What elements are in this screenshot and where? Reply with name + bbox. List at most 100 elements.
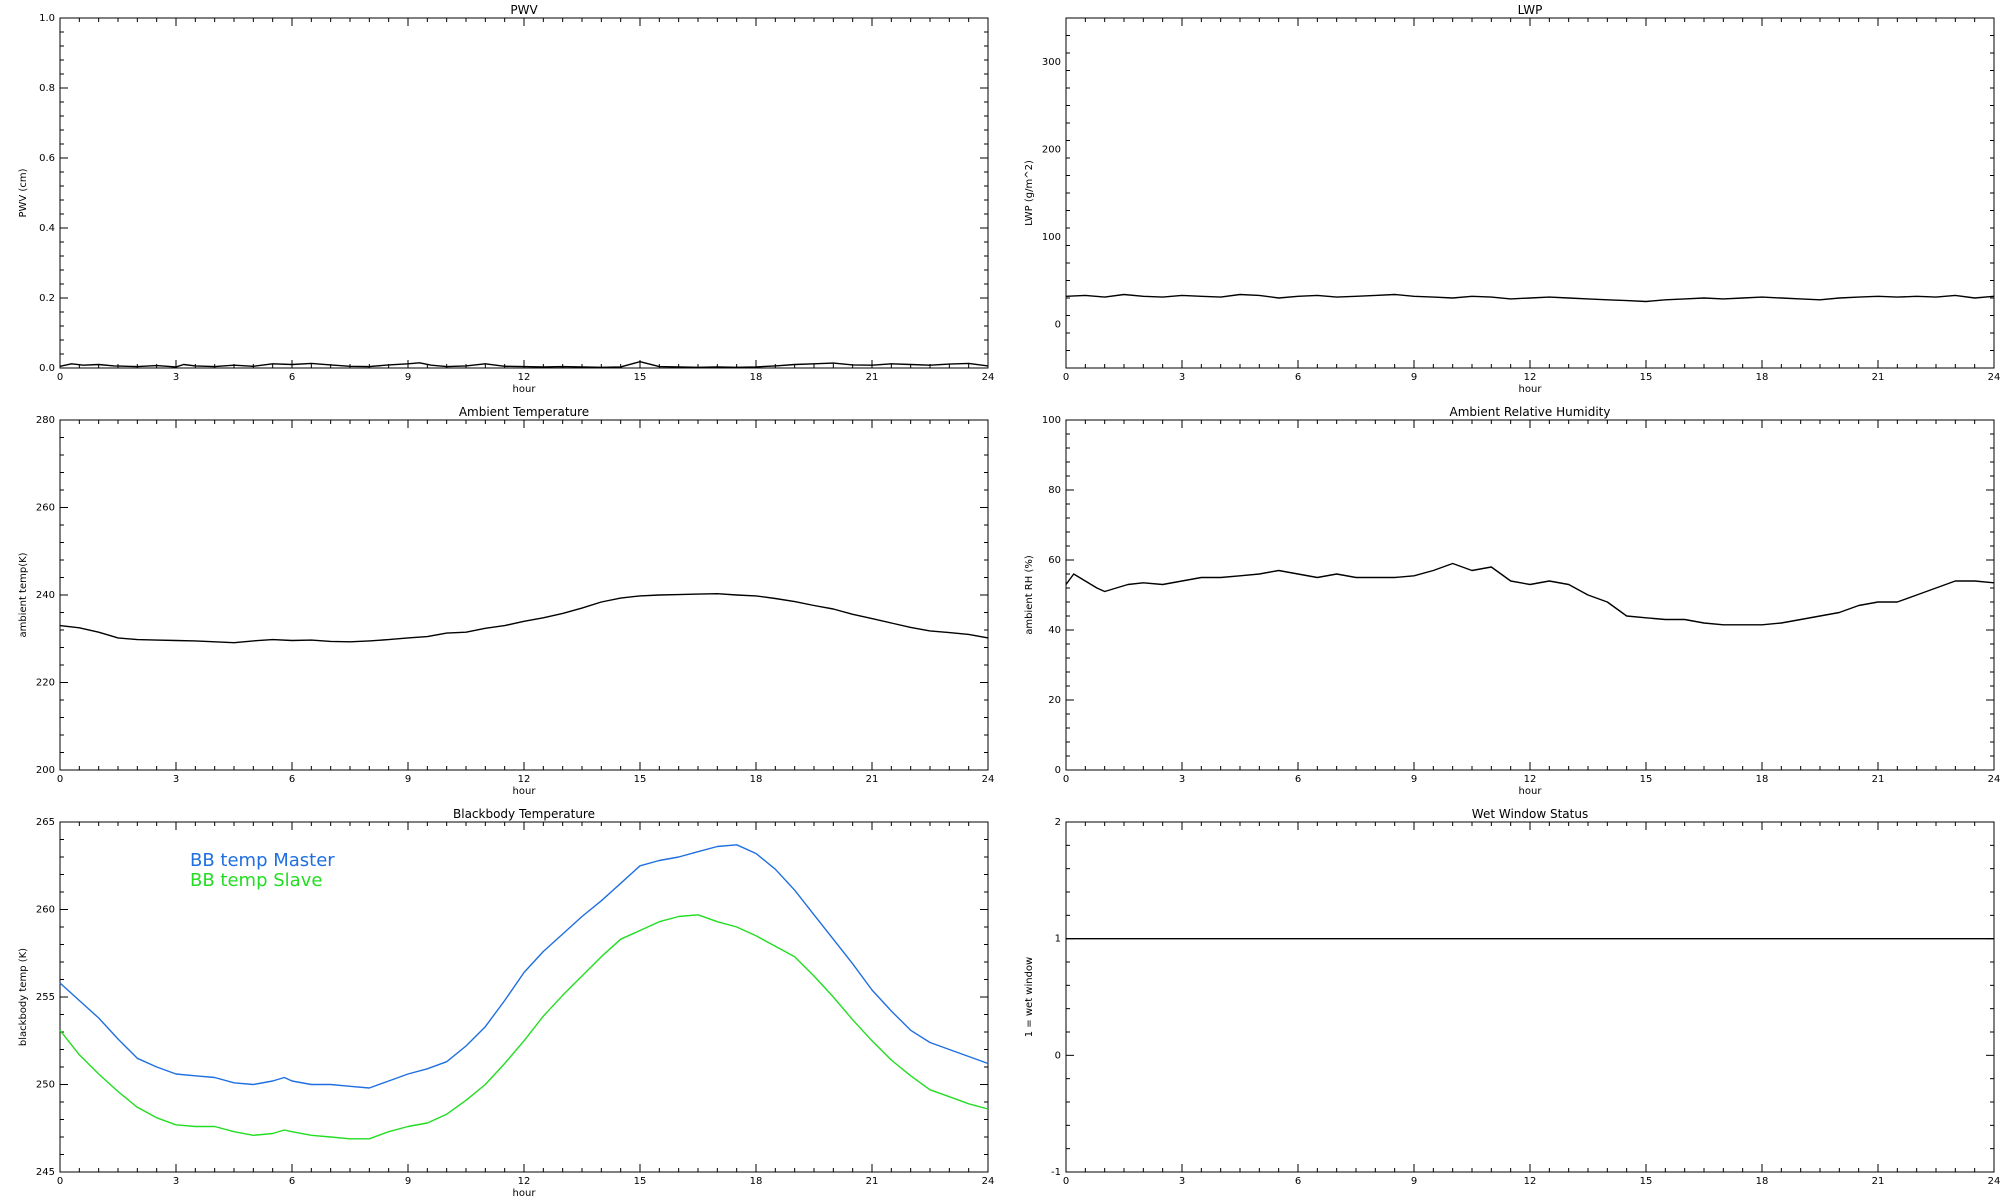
series-line-0 [59, 593, 989, 644]
x-tick-label: 18 [1756, 372, 1769, 383]
x-tick-label: 21 [866, 1176, 879, 1187]
series-line-1 [59, 914, 989, 1140]
x-tick-label: 6 [1295, 774, 1301, 785]
y-tick-label: 245 [36, 1167, 55, 1178]
x-tick-label: 3 [173, 1176, 179, 1187]
y-tick-label: 100 [1042, 232, 1061, 243]
plot-frame [1065, 17, 1995, 369]
y-tick-label: 240 [36, 590, 55, 601]
x-axis-label: hour [1519, 384, 1543, 395]
x-tick-label: 9 [1411, 1176, 1417, 1187]
chart-title: LWP [1518, 3, 1543, 17]
x-tick-label: 21 [866, 372, 879, 383]
x-tick-label: 6 [289, 774, 295, 785]
chart-title: Blackbody Temperature [453, 807, 595, 821]
y-tick-label: 0 [1055, 765, 1061, 776]
chart-title: PWV [510, 3, 538, 17]
x-tick-label: 0 [57, 1176, 63, 1187]
x-tick-label: 15 [634, 1176, 647, 1187]
x-tick-label: 15 [634, 774, 647, 785]
y-tick-label: 0.6 [39, 153, 55, 164]
chart-panel: PWV 0 3 6 9 12 15 18 21 24 hour 0.0 0.2 0.4 0.6 0.8 1.0 P… [18, 3, 994, 395]
y-tick-label: 260 [36, 503, 55, 514]
x-tick-label: 18 [1756, 1176, 1769, 1187]
x-tick-label: 9 [1411, 774, 1417, 785]
series-line-0 [1065, 293, 1995, 303]
y-tick-label: 200 [1042, 144, 1061, 155]
chart-panel: LWP 0 3 6 9 12 15 18 21 24 hour 0 100 200 300 LWP (g/m^… [1024, 3, 2000, 395]
y-tick-label: 265 [36, 817, 55, 828]
y-tick-label: 255 [36, 992, 55, 1003]
y-tick-label: 0.4 [39, 223, 55, 234]
x-tick-label: 15 [634, 372, 647, 383]
y-tick-label: 0.8 [39, 83, 55, 94]
x-tick-label: 6 [1295, 1176, 1301, 1187]
y-tick-label: 0.0 [39, 363, 55, 374]
x-tick-label: 9 [405, 774, 411, 785]
x-tick-label: 3 [1179, 372, 1185, 383]
x-tick-label: 6 [1295, 372, 1301, 383]
chart-title: Wet Window Status [1472, 807, 1588, 821]
y-axis-label: 1 = wet window [1024, 957, 1035, 1037]
plot-frame [1065, 821, 1995, 1173]
x-tick-label: 21 [1872, 1176, 1885, 1187]
x-tick-label: 18 [750, 372, 763, 383]
x-tick-label: 24 [1988, 1176, 2000, 1187]
plot-frame [59, 17, 989, 369]
x-tick-label: 12 [1524, 1176, 1537, 1187]
y-tick-label: 1 [1055, 934, 1061, 945]
y-tick-label: 1.0 [39, 13, 55, 24]
x-tick-label: 6 [289, 1176, 295, 1187]
y-tick-label: 220 [36, 678, 55, 689]
y-tick-label: 0.2 [39, 293, 55, 304]
x-tick-label: 0 [1063, 372, 1069, 383]
y-tick-label: 300 [1042, 57, 1061, 68]
x-tick-label: 0 [57, 774, 63, 785]
x-tick-label: 12 [518, 372, 531, 383]
y-tick-label: 2 [1055, 817, 1061, 828]
x-tick-label: 12 [1524, 774, 1537, 785]
y-tick-label: 80 [1048, 485, 1061, 496]
chart-title: Ambient Relative Humidity [1450, 405, 1611, 419]
chart-panel: Blackbody Temperature 0 3 6 9 12 15 18 21 24 hour 2… [18, 807, 994, 1199]
y-axis-label: PWV (cm) [18, 168, 29, 217]
legend-entry: BB temp Master [190, 850, 335, 871]
y-tick-label: 250 [36, 1080, 55, 1091]
x-tick-label: 0 [1063, 774, 1069, 785]
y-tick-label: 200 [36, 765, 55, 776]
x-tick-label: 3 [1179, 774, 1185, 785]
x-tick-label: 24 [982, 1176, 995, 1187]
y-axis-label: ambient temp(K) [18, 552, 29, 637]
x-tick-label: 21 [1872, 774, 1885, 785]
x-axis-label: hour [1519, 786, 1543, 797]
x-tick-label: 3 [173, 372, 179, 383]
x-axis-label: hour [513, 384, 537, 395]
x-tick-label: 9 [405, 372, 411, 383]
x-tick-label: 12 [1524, 372, 1537, 383]
x-tick-label: 18 [750, 774, 763, 785]
y-tick-label: 0 [1055, 319, 1061, 330]
y-tick-label: 260 [36, 905, 55, 916]
chart-panel: Ambient Relative Humidity 0 3 6 9 12 15 18 21 24 h… [1024, 405, 2000, 797]
plot-frame [1065, 419, 1995, 771]
x-tick-label: 21 [1872, 372, 1885, 383]
x-tick-label: 0 [57, 372, 63, 383]
x-tick-label: 24 [982, 774, 995, 785]
series-line-0 [59, 844, 989, 1089]
y-tick-label: 0 [1055, 1050, 1061, 1061]
x-tick-label: 9 [1411, 372, 1417, 383]
x-tick-label: 15 [1640, 774, 1653, 785]
series-line-0 [59, 361, 989, 368]
chart-panel: Ambient Temperature 0 3 6 9 12 15 18 21 24 hour 200… [18, 405, 994, 797]
y-tick-label: 40 [1048, 625, 1061, 636]
x-tick-label: 3 [173, 774, 179, 785]
y-tick-label: 280 [36, 415, 55, 426]
x-tick-label: 18 [1756, 774, 1769, 785]
x-tick-label: 0 [1063, 1176, 1069, 1187]
y-tick-label: 60 [1048, 555, 1061, 566]
y-axis-label: blackbody temp (K) [18, 948, 29, 1046]
x-tick-label: 3 [1179, 1176, 1185, 1187]
y-tick-label: -1 [1051, 1167, 1061, 1178]
x-tick-label: 12 [518, 1176, 531, 1187]
